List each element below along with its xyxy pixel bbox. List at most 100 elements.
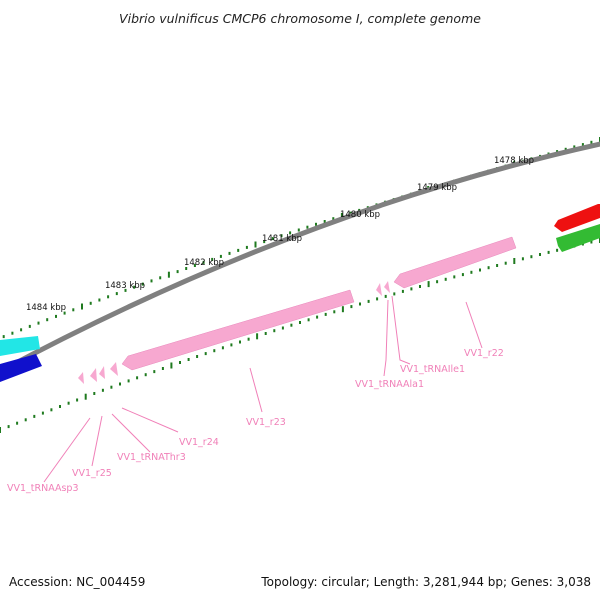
inner-minor-tick bbox=[59, 405, 61, 408]
outer-minor-tick bbox=[185, 267, 188, 270]
outer-minor-tick bbox=[133, 285, 136, 289]
inner-major-tick bbox=[0, 427, 1, 433]
inner-minor-tick bbox=[419, 285, 421, 288]
outer-major-tick bbox=[340, 212, 343, 219]
outer-minor-tick bbox=[150, 279, 153, 283]
outer-minor-tick bbox=[159, 276, 162, 280]
outer-minor-tick bbox=[581, 143, 584, 147]
outer-minor-tick bbox=[141, 282, 144, 286]
reverse-features bbox=[0, 224, 600, 384]
accession-text: Accession: NC_004459 bbox=[9, 575, 145, 589]
outer-minor-tick bbox=[315, 222, 317, 226]
gene-label-ile1: VV1_tRNAIle1 bbox=[400, 364, 465, 375]
position-label: 1483 kbp bbox=[105, 281, 145, 291]
inner-minor-tick bbox=[359, 302, 361, 306]
outer-minor-tick bbox=[263, 240, 266, 244]
outer-minor-tick bbox=[2, 335, 5, 339]
outer-minor-tick bbox=[271, 237, 274, 241]
outer-minor-tick bbox=[63, 311, 66, 315]
inner-minor-tick bbox=[136, 376, 139, 380]
inner-minor-tick bbox=[556, 248, 559, 252]
inner-minor-tick bbox=[204, 352, 207, 356]
gene-label-thr3: VV1_tRNAThr3 bbox=[117, 452, 186, 463]
inner-minor-tick bbox=[479, 268, 481, 272]
outer-minor-tick bbox=[564, 147, 567, 151]
inner-minor-tick bbox=[221, 346, 224, 350]
outer-minor-tick bbox=[332, 217, 335, 221]
outer-minor-tick bbox=[211, 257, 214, 261]
inner-minor-tick bbox=[324, 312, 327, 316]
inner-minor-tick bbox=[264, 332, 267, 335]
outer-minor-tick bbox=[115, 292, 118, 296]
label-leaders bbox=[43, 295, 483, 483]
inner-minor-tick bbox=[444, 277, 447, 281]
inner-minor-tick bbox=[530, 255, 533, 259]
inner-minor-tick bbox=[16, 421, 19, 425]
leader-r24 bbox=[121, 407, 179, 433]
inner-minor-tick bbox=[504, 261, 507, 265]
outer-minor-tick bbox=[176, 270, 179, 274]
inner-minor-tick bbox=[539, 253, 541, 256]
trna-feature-ile1 bbox=[384, 281, 390, 293]
outer-major-tick bbox=[167, 271, 170, 278]
inner-minor-tick bbox=[470, 270, 473, 274]
inner-minor-tick bbox=[590, 240, 593, 244]
inner-minor-tick bbox=[213, 349, 216, 353]
rrna-feature-r23 bbox=[121, 289, 355, 371]
inner-minor-tick bbox=[436, 280, 439, 284]
rrna-feature-r24 bbox=[110, 362, 118, 376]
position-label: 1478 kbp bbox=[494, 156, 534, 166]
leader-r25 bbox=[91, 415, 103, 467]
inner-minor-tick bbox=[496, 264, 499, 267]
trna-feature-ala1 bbox=[376, 283, 382, 296]
outer-minor-tick bbox=[28, 324, 31, 328]
forward-features bbox=[0, 204, 600, 356]
outer-minor-tick bbox=[89, 301, 92, 305]
gene-label-r24: VV1_r24 bbox=[179, 437, 219, 448]
inner-minor-tick bbox=[547, 250, 550, 254]
leader-r23 bbox=[249, 367, 263, 413]
inner-minor-tick bbox=[247, 337, 250, 341]
gene-labels: VV1_r22 VV1_tRNAIle1 VV1_tRNAAla1 VV1_r2… bbox=[7, 348, 504, 494]
outer-minor-tick bbox=[55, 314, 57, 318]
inner-minor-tick bbox=[367, 299, 370, 303]
gene-label-ala1: VV1_tRNAAla1 bbox=[355, 379, 424, 390]
inner-minor-tick bbox=[239, 340, 241, 344]
outer-minor-tick bbox=[219, 254, 222, 258]
trna-feature-thr3 bbox=[99, 366, 105, 379]
outer-minor-tick bbox=[20, 328, 23, 332]
trna-feature-asp3 bbox=[78, 372, 84, 384]
inner-minor-tick bbox=[273, 329, 276, 333]
cds-feature-green bbox=[556, 224, 600, 252]
outer-minor-tick bbox=[237, 248, 240, 252]
inner-minor-tick bbox=[93, 392, 96, 395]
inner-minor-tick bbox=[24, 418, 27, 422]
outer-major-tick bbox=[81, 303, 83, 310]
topology-text: Topology: circular; Length: 3,281,944 bp… bbox=[260, 575, 591, 589]
inner-minor-tick bbox=[144, 373, 147, 377]
position-label: 1484 kbp bbox=[26, 303, 66, 313]
gene-label-r25: VV1_r25 bbox=[72, 468, 112, 479]
outer-minor-tick bbox=[11, 331, 14, 335]
inner-minor-tick bbox=[7, 425, 10, 429]
inner-minor-tick bbox=[76, 398, 79, 402]
inner-minor-tick bbox=[127, 379, 130, 383]
position-label: 1481 kbp bbox=[262, 234, 302, 244]
position-label: 1480 kbp bbox=[340, 210, 380, 220]
inner-minor-tick bbox=[41, 411, 44, 415]
inner-minor-tick bbox=[230, 343, 233, 347]
inner-minor-tick bbox=[101, 388, 104, 392]
inner-minor-tick bbox=[410, 287, 413, 291]
outer-minor-tick bbox=[245, 245, 248, 249]
outer-minor-tick bbox=[107, 295, 110, 299]
outer-minor-tick bbox=[323, 220, 326, 223]
inner-minor-tick bbox=[299, 321, 301, 324]
inner-minor-tick bbox=[393, 292, 396, 296]
leader-ile1 bbox=[391, 295, 411, 365]
position-label: 1479 kbp bbox=[417, 183, 457, 193]
inner-minor-tick bbox=[307, 318, 310, 322]
outer-minor-tick bbox=[228, 251, 231, 255]
inner-minor-tick bbox=[187, 358, 190, 361]
